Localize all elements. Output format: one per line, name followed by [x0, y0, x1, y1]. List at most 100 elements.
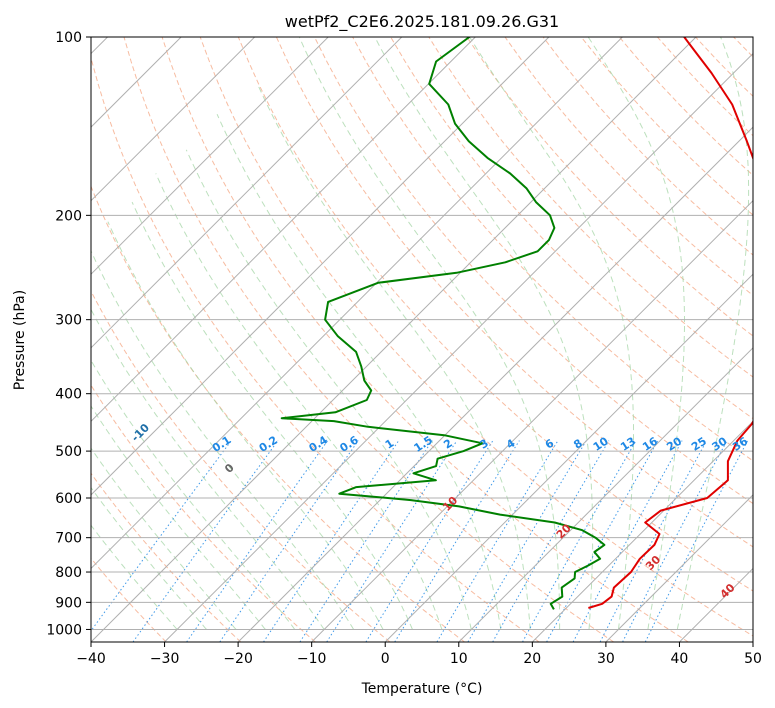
mixing-ratio-line [299, 440, 433, 642]
isotherm-line [91, 37, 476, 423]
mixing-ratio-line [219, 440, 359, 642]
grid-lines [91, 37, 753, 642]
dry-adiabat-line [504, 37, 753, 296]
x-tick-label: 10 [450, 651, 468, 667]
moist-adiabat-line [131, 201, 413, 630]
dry-adiabat-line [542, 37, 753, 256]
mixing-ratio-line [546, 440, 659, 642]
mixing-ratio-line [132, 440, 279, 642]
y-tick-label: 100 [55, 30, 82, 46]
dry-adiabat-line [352, 37, 753, 462]
mixing-ratio-line [91, 440, 232, 632]
isotherm-line [237, 126, 753, 642]
y-tick-label: 500 [55, 444, 82, 460]
dry-adiabat-line [199, 37, 753, 637]
temperature-line [588, 37, 753, 609]
dry-adiabat-line [91, 557, 167, 642]
moist-adiabat-line [91, 447, 237, 630]
dry-adiabat-line [428, 37, 753, 378]
dry-adiabat-line [91, 55, 540, 642]
mixing-ratio-line [326, 440, 458, 642]
isotherm-line [384, 273, 753, 642]
y-tick-label: 400 [55, 387, 82, 403]
mixing-ratio-line [622, 440, 728, 642]
chart-title: wetPf2_C2E6.2025.181.09.26.G31 [285, 12, 559, 32]
x-tick-label: 40 [670, 651, 688, 667]
isotherm-line [91, 37, 403, 349]
dry-adiabat-line [237, 37, 753, 592]
dry-adiabat-line [91, 384, 316, 642]
moist-adiabat-line [91, 486, 207, 630]
moist-adiabat-line [469, 37, 634, 630]
y-tick-label: 1000 [46, 622, 82, 638]
dry-adiabat-line [466, 37, 753, 337]
mixing-ratio-line [644, 440, 749, 642]
dry-adiabat-line [91, 290, 391, 642]
isotherm-line [311, 199, 753, 642]
dry-adiabat-line [275, 37, 753, 548]
moist-adiabat-line [185, 149, 472, 630]
sounding-series [280, 37, 753, 610]
dry-adiabat-line [733, 37, 753, 58]
y-tick-label: 600 [55, 491, 82, 507]
isotherm-line [91, 37, 329, 275]
moist-adiabat-line [107, 221, 384, 630]
y-tick-label: 900 [55, 595, 82, 611]
mixing-ratio-label: 1 [383, 437, 397, 452]
isotherm-line [164, 52, 753, 642]
moist-adiabat-line [91, 359, 296, 630]
dry-adiabat-line [314, 37, 753, 505]
isotherm-line [531, 420, 753, 642]
moist-adiabat-line [91, 249, 355, 630]
isotherm-line [91, 37, 550, 496]
mixing-ratio-label: 1.5 [412, 433, 435, 455]
y-tick-label: 700 [55, 531, 82, 547]
mixing-ratio-line [599, 440, 708, 642]
mixing-ratio-line [263, 440, 400, 642]
isotherm-line [679, 567, 753, 642]
moist-adiabat-line [91, 405, 266, 630]
moist-adiabat-label: 40 [718, 581, 738, 601]
mixing-ratio-line [492, 440, 610, 642]
dry-adiabat-line [91, 472, 242, 642]
plot-frame [90, 36, 754, 643]
isotherm-line [91, 37, 623, 570]
x-tick-label: 30 [597, 651, 615, 667]
x-tick-label: 20 [523, 651, 541, 667]
dry-adiabat-line [161, 37, 689, 642]
isotherm-line [91, 37, 256, 202]
isotherm-line [605, 494, 753, 642]
x-tick-label: −10 [297, 651, 327, 667]
x-tick-label: 0 [381, 651, 390, 667]
moist-adiabat-line [216, 113, 502, 630]
y-tick-label: 300 [55, 313, 82, 329]
isotherm-line [752, 641, 753, 642]
moist-adiabat-line [155, 173, 443, 630]
mixing-ratio-line [467, 440, 587, 642]
x-tick-label: 50 [744, 651, 762, 667]
moist-adiabat-label: 20 [554, 521, 574, 541]
mixing-ratio-line [436, 440, 559, 642]
mixing-ratio-line [365, 440, 494, 642]
mixing-ratio-label: 6 [543, 436, 557, 451]
dry-adiabat-line [123, 37, 614, 642]
mixing-ratio-line [186, 440, 329, 642]
mixing-ratio-label: 0.1 [210, 433, 233, 455]
dry-adiabat-label: 0 [222, 461, 237, 476]
moist-adiabat-line [587, 37, 685, 630]
x-tick-label: −30 [150, 651, 180, 667]
isotherm-line [458, 347, 753, 642]
dewpoint-line [280, 37, 606, 610]
moist-adiabat-line [91, 308, 325, 630]
mixing-ratio-line [572, 440, 683, 642]
mixing-ratio-label: 0.6 [337, 433, 361, 455]
isotherm-line [91, 37, 697, 642]
dry-adiabat-line [657, 37, 753, 137]
x-tick-label: −40 [76, 651, 106, 667]
x-axis: −40 −30 −20 −10 0 10 20 30 40 50 [76, 642, 762, 667]
y-axis-label: Pressure (hPa) [12, 290, 28, 390]
y-tick-label: 800 [55, 565, 82, 581]
mixing-ratio-label: 4 [504, 436, 518, 451]
dry-adiabat-line [390, 37, 753, 420]
dry-adiabat-line [91, 185, 465, 642]
